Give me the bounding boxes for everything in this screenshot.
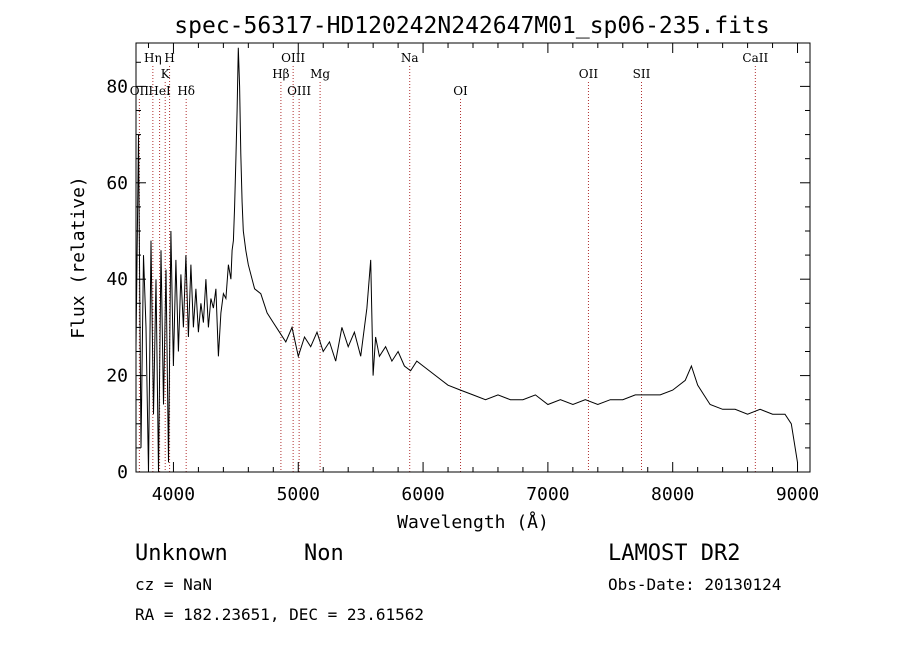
line-marker-label: OII [130,84,150,98]
line-marker-label: OI [453,84,468,98]
line-marker-label: HeI [148,84,171,98]
coordinates: RA = 182.23651, DEC = 23.61562 [135,605,424,624]
y-tick-label: 60 [106,173,128,194]
y-tick-label: 0 [117,462,128,483]
line-marker-label: H [164,51,174,65]
x-tick-label: 8000 [651,484,694,505]
object-subclass: Non [304,541,344,566]
x-tick-label: 7000 [526,484,569,505]
x-tick-label: 5000 [277,484,320,505]
line-marker-label: K [161,67,171,81]
x-axis-label: Wavelength (Å) [397,511,549,533]
y-axis-label: Flux (relative) [68,176,89,339]
line-marker-label: OIII [287,84,311,98]
chart-title: spec-56317-HD120242N242647M01_sp06-235.f… [174,13,769,39]
x-tick-label: 9000 [776,484,819,505]
line-marker-label: CaII [742,51,768,65]
axis-ticks: 4000 5000 6000 7000 8000 9000 0 20 40 60 80 [106,43,819,505]
line-marker-label: SII [633,67,651,81]
line-marker-label: Mg [310,67,330,81]
y-tick-label: 40 [106,269,128,290]
observation-date: Obs-Date: 20130124 [608,575,781,594]
line-marker-label: Hη [144,51,162,65]
survey-name: LAMOST DR2 [608,541,740,566]
plot-area [135,47,798,473]
line-marker-label: Na [401,51,419,65]
y-tick-label: 20 [106,366,128,387]
x-tick-label: 6000 [401,484,444,505]
line-marker-label: Hβ [272,67,289,81]
object-class: Unknown [135,541,228,566]
line-marker-label: OIII [281,51,305,65]
line-marker-label: OII [579,67,599,81]
spectrum-series [135,47,798,473]
line-marker-label: Hδ [177,84,195,98]
redshift-cz: cz = NaN [135,575,212,594]
x-tick-label: 4000 [152,484,195,505]
y-tick-label: 80 [106,76,128,97]
